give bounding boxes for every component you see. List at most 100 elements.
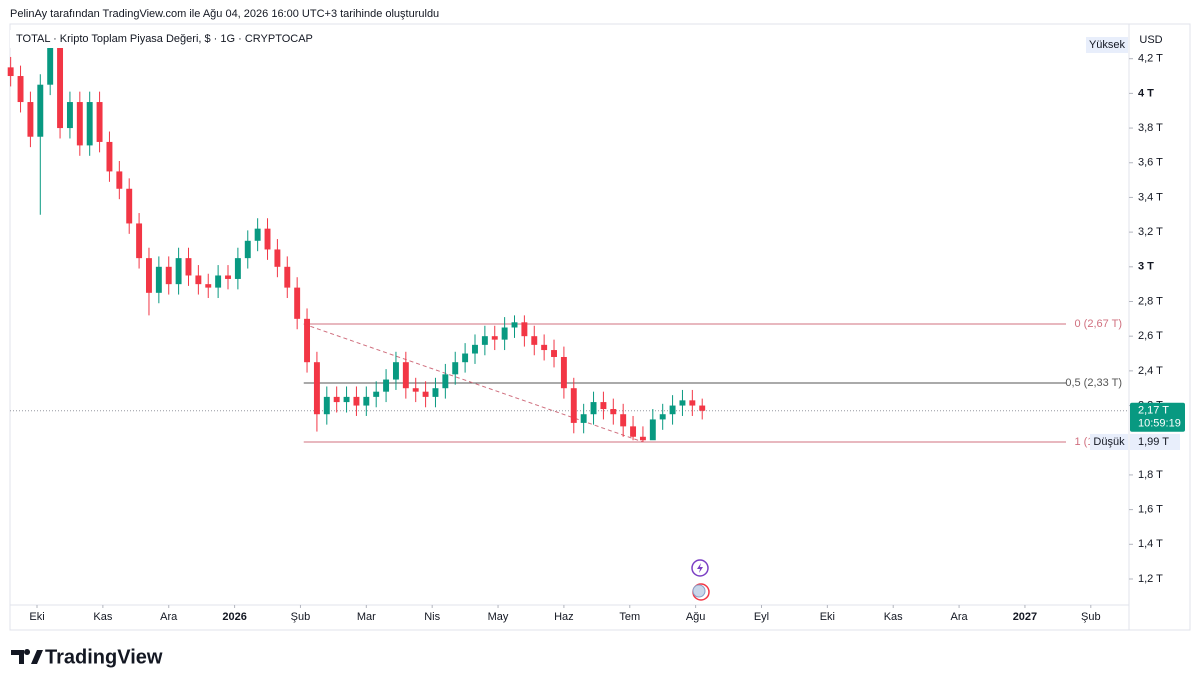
- y-tick-label: 4,2 T: [1138, 53, 1163, 65]
- x-tick-label: Ara: [951, 611, 969, 623]
- trend-line: [303, 323, 644, 443]
- candle-body: [570, 388, 577, 423]
- x-tick-label: 2026: [222, 611, 246, 623]
- candle-body: [551, 350, 557, 357]
- candle-body: [590, 402, 597, 415]
- x-tick-label: Tem: [619, 611, 640, 623]
- candle-body: [481, 336, 488, 345]
- title-bg: [10, 30, 310, 48]
- candle-body: [649, 419, 656, 441]
- candle-body: [66, 102, 73, 129]
- x-tick-label: Eki: [820, 611, 835, 623]
- candle-body: [392, 362, 399, 380]
- candle-body: [560, 356, 567, 389]
- candle-body: [501, 327, 508, 340]
- low-price-label: 1,99 T: [1138, 436, 1169, 448]
- candle-body: [343, 396, 350, 403]
- candle-body: [106, 141, 113, 172]
- y-tick-label: 3,6 T: [1138, 157, 1163, 169]
- low-marker: Düşük: [1093, 436, 1125, 448]
- candle-body: [610, 409, 617, 415]
- last-price-badge: [1130, 402, 1185, 432]
- y-tick-label: 2,4 T: [1138, 365, 1163, 377]
- event-flag: [692, 584, 706, 598]
- candle-body: [452, 362, 459, 375]
- candle-body: [205, 284, 212, 288]
- candle-body: [491, 336, 498, 340]
- candle-body: [699, 405, 706, 411]
- candle-body: [600, 402, 607, 410]
- candle-body: [215, 275, 222, 288]
- x-tick-label: Ara: [160, 611, 178, 623]
- x-tick-label: Eki: [29, 611, 44, 623]
- x-tick-label: 2027: [1013, 611, 1037, 623]
- x-tick-label: Ağu: [686, 611, 706, 623]
- candle-body: [274, 249, 281, 267]
- candle-body: [511, 322, 518, 328]
- candle-body: [254, 228, 261, 241]
- candle-body: [96, 102, 103, 142]
- candle-body: [620, 414, 627, 427]
- candle-body: [264, 228, 271, 250]
- candle-body: [165, 266, 172, 285]
- y-tick-label: 1,2 T: [1138, 573, 1163, 585]
- candle-body: [284, 266, 291, 288]
- candle-body: [37, 84, 44, 137]
- credit: PelinAy tarafından TradingView.com ile A…: [10, 8, 439, 20]
- candle-body: [541, 344, 548, 351]
- candle-body: [531, 336, 538, 345]
- candle-body: [323, 396, 330, 415]
- candle-body: [225, 275, 231, 279]
- candle-body: [659, 414, 666, 420]
- candle-body: [76, 102, 83, 146]
- candle-body: [363, 396, 370, 406]
- x-tick-label: Kas: [93, 611, 112, 623]
- y-tick-label: 2,8 T: [1138, 295, 1163, 307]
- candle-body: [442, 374, 449, 389]
- candle-body: [155, 266, 162, 293]
- candle-body: [373, 391, 380, 397]
- brand: TradingView: [45, 646, 163, 668]
- candle-body: [57, 44, 64, 129]
- candle-body: [116, 171, 123, 189]
- high-marker: Yüksek: [1089, 39, 1126, 51]
- candle-body: [136, 223, 143, 259]
- candle-body: [195, 275, 202, 285]
- candle-body: [689, 400, 696, 406]
- y-tick-label: 3,8 T: [1138, 122, 1163, 134]
- y-tick-label: 3,4 T: [1138, 191, 1163, 203]
- candle-body: [146, 258, 152, 293]
- candle-body: [7, 67, 14, 77]
- x-tick-label: May: [488, 611, 509, 623]
- candle-body: [462, 353, 469, 363]
- candle-body: [422, 391, 429, 397]
- x-tick-label: Şub: [1081, 611, 1101, 623]
- last-price-label: 2,17 T: [1138, 405, 1169, 417]
- candle-body: [175, 258, 182, 285]
- candle-body: [669, 405, 676, 415]
- y-tick-label: 2,6 T: [1138, 330, 1163, 342]
- candle-body: [47, 44, 54, 85]
- x-tick-label: Eyl: [754, 611, 769, 623]
- x-tick-label: Mar: [357, 611, 376, 623]
- x-tick-label: Haz: [554, 611, 574, 623]
- candle-body: [17, 76, 24, 103]
- candle-body: [244, 240, 251, 259]
- y-tick-label: 1,6 T: [1138, 504, 1163, 516]
- brand-logo: TradingView: [11, 646, 163, 668]
- fib-label: 0,5 (2,33 T): [1065, 377, 1122, 389]
- candle-body: [521, 322, 528, 337]
- x-tick-label: Şub: [291, 611, 311, 623]
- candle-body: [383, 379, 390, 392]
- y-tick-label: 1,4 T: [1138, 538, 1163, 550]
- candle-body: [313, 362, 320, 415]
- candle-body: [412, 388, 419, 392]
- candle-body: [86, 102, 93, 146]
- logo-mark: [11, 649, 43, 664]
- currency: USD: [1139, 34, 1162, 46]
- candle-body: [294, 287, 301, 319]
- candle-body: [472, 344, 478, 354]
- fib-label: 0 (2,67 T): [1075, 318, 1123, 330]
- candle-body: [402, 362, 409, 389]
